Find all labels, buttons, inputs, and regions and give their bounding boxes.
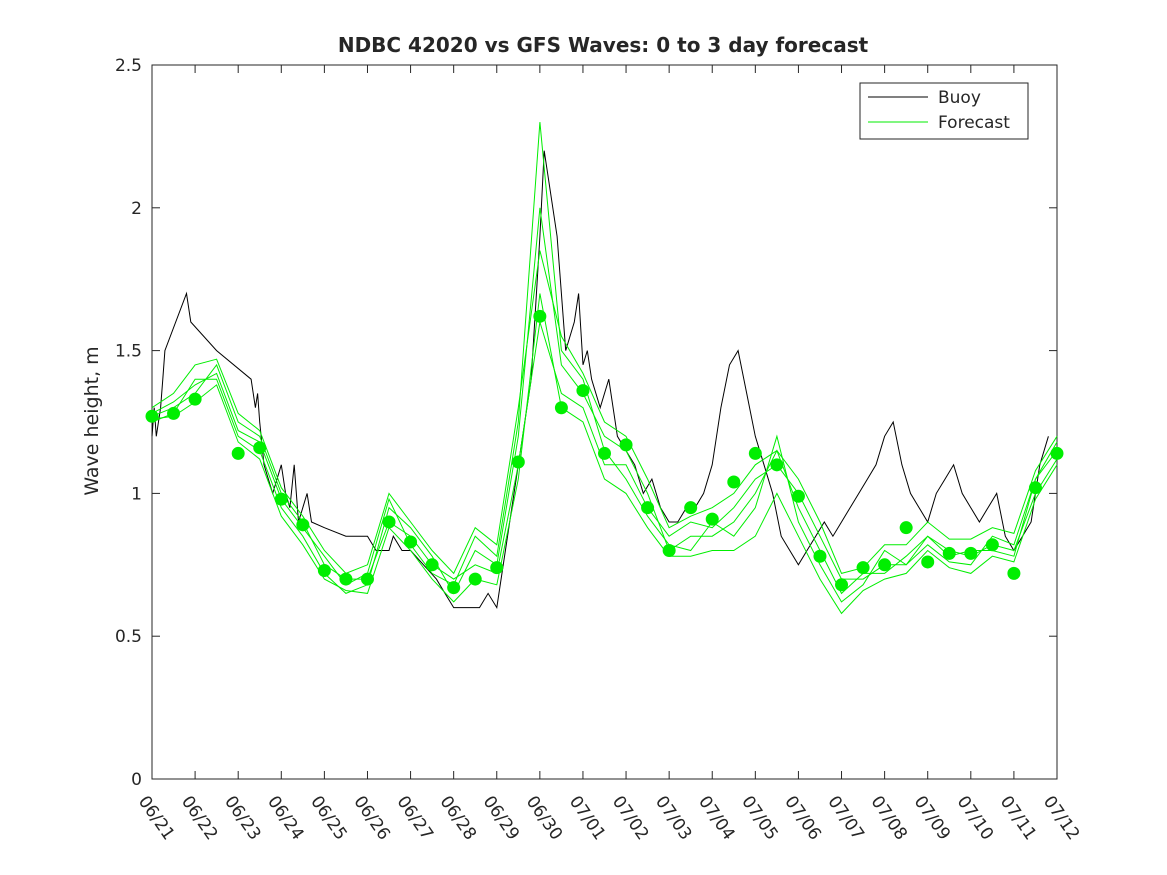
x-tick-label: 06/29 — [479, 792, 523, 844]
forecast-marker — [188, 392, 202, 406]
forecast-marker — [1028, 481, 1042, 495]
x-tick-label: 07/12 — [1039, 792, 1083, 844]
x-tick-label: 06/21 — [134, 792, 178, 844]
x-tick-label: 06/26 — [349, 792, 393, 844]
y-tick-label: 1.5 — [115, 342, 142, 362]
y-axis-ticks: 0 0.5 1 1.5 2 2.5 — [115, 56, 1057, 790]
legend-forecast-label: Forecast — [938, 113, 1010, 133]
x-tick-label: 06/30 — [522, 792, 566, 844]
forecast-marker — [511, 455, 525, 469]
forecast-marker — [468, 572, 482, 586]
forecast-marker — [382, 515, 396, 529]
plot-area — [145, 64, 1064, 780]
forecast-line-4 — [151, 293, 1058, 615]
forecast-marker — [856, 561, 870, 575]
x-tick-label: 07/10 — [953, 792, 997, 844]
forecast-marker — [490, 561, 504, 575]
forecast-marker — [533, 309, 547, 323]
forecast-marker — [447, 581, 461, 595]
x-tick-label: 07/11 — [996, 792, 1040, 844]
y-tick-label: 2 — [131, 199, 142, 219]
forecast-marker — [791, 489, 805, 503]
forecast-marker — [231, 446, 245, 460]
forecast-marker — [339, 572, 353, 586]
forecast-marker — [274, 492, 288, 506]
legend-buoy-label: Buoy — [938, 88, 981, 108]
forecast-marker — [813, 549, 827, 563]
forecast-marker — [641, 501, 655, 515]
y-tick-label: 0 — [131, 770, 142, 790]
x-tick-label: 07/01 — [565, 792, 609, 844]
chart-title: NDBC 42020 vs GFS Waves: 0 to 3 day fore… — [338, 33, 869, 57]
y-tick-label: 1 — [131, 484, 142, 504]
legend-box — [859, 82, 1029, 140]
forecast-marker — [598, 446, 611, 460]
x-tick-label: 07/07 — [823, 792, 867, 844]
forecast-marker — [253, 441, 267, 455]
forecast-marker — [554, 401, 568, 415]
x-tick-label: 06/27 — [392, 792, 436, 844]
forecast-marker — [921, 555, 935, 569]
forecast-marker — [748, 446, 762, 460]
forecast-line-2 — [151, 207, 1058, 595]
forecast-marker — [964, 546, 978, 560]
forecast-marker — [576, 384, 590, 398]
x-tick-label: 07/03 — [651, 792, 695, 844]
x-tick-label: 07/06 — [780, 792, 824, 844]
forecast-marker — [835, 578, 849, 592]
y-tick-label: 0.5 — [115, 627, 142, 647]
x-tick-label: 06/24 — [263, 792, 307, 844]
x-tick-label: 07/05 — [737, 792, 781, 844]
forecast-marker — [727, 475, 741, 489]
x-tick-label: 06/22 — [177, 792, 221, 844]
forecast-marker — [684, 501, 698, 515]
forecast-marker — [899, 521, 913, 535]
x-tick-label: 06/25 — [306, 792, 350, 844]
forecast-marker — [662, 544, 676, 558]
forecast-marker — [145, 409, 159, 423]
forecast-marker — [619, 438, 633, 452]
forecast-marker — [985, 538, 999, 552]
x-tick-label: 06/28 — [436, 792, 480, 844]
forecast-marker — [942, 546, 956, 560]
forecast-marker — [317, 564, 331, 578]
x-tick-label: 07/09 — [910, 792, 954, 844]
forecast-marker — [770, 458, 784, 472]
x-tick-label: 07/08 — [867, 792, 911, 844]
y-axis-label: Wave height, m — [81, 346, 103, 495]
x-tick-label: 07/04 — [694, 792, 738, 844]
forecast-marker — [1007, 566, 1021, 580]
forecast-line-5 — [151, 250, 1058, 575]
forecast-marker — [425, 558, 439, 572]
x-tick-label: 06/23 — [220, 792, 264, 844]
forecast-marker — [1050, 446, 1064, 460]
forecast-marker — [296, 518, 310, 532]
forecast-marker — [360, 572, 374, 586]
forecast-marker — [167, 406, 181, 420]
forecast-marker — [878, 558, 892, 572]
x-tick-label: 07/02 — [608, 792, 652, 844]
y-tick-label: 2.5 — [115, 56, 142, 76]
forecast-marker — [705, 512, 719, 526]
legend: Buoy Forecast — [859, 82, 1029, 140]
forecast-marker — [404, 535, 418, 549]
